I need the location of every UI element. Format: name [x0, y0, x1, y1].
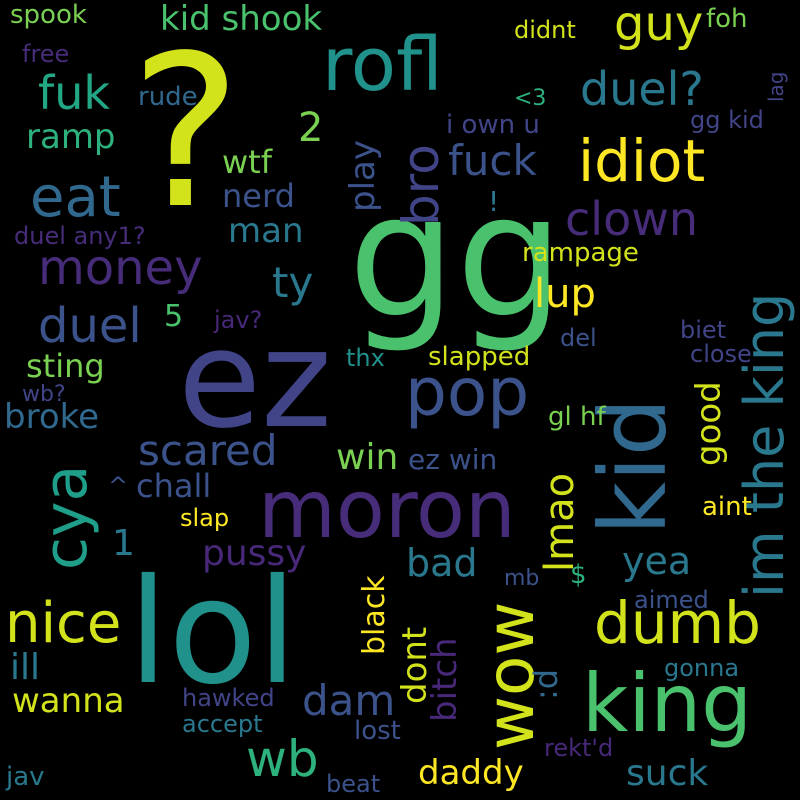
word-i-own-u: i own u — [446, 110, 540, 140]
word-wb: wb — [246, 730, 319, 788]
word-suck: suck — [626, 753, 709, 794]
word-fuck: fuck — [448, 136, 537, 185]
word-rampage: rampage — [522, 238, 639, 268]
word-pop: pop — [405, 354, 530, 431]
word-caret: ^ — [108, 472, 129, 500]
word-clown: clown — [565, 192, 698, 246]
word-daddy: daddy — [418, 753, 524, 793]
word-question-mark: ? — [130, 10, 242, 255]
word-spook: spook — [10, 0, 87, 30]
word-fuk: fuk — [38, 66, 110, 120]
word-chall: chall — [136, 467, 212, 505]
word-lol: lol — [128, 548, 298, 717]
word-free: free — [22, 40, 70, 68]
word-duel-q: duel? — [580, 62, 704, 116]
word-good: good — [689, 381, 729, 466]
word-biet: biet — [680, 316, 727, 344]
word-beat: beat — [326, 770, 381, 798]
word-im-the-king: im the king — [733, 292, 796, 598]
word-kid-shook: kid shook — [160, 0, 323, 39]
word-king: king — [582, 657, 753, 750]
word-gg: gg — [348, 158, 564, 356]
word-nice: nice — [5, 591, 122, 656]
word-dumb: dumb — [594, 589, 761, 657]
word-ez-win: ez win — [408, 443, 498, 476]
word-thx: thx — [346, 344, 385, 372]
word-bitch: bitch — [425, 637, 465, 722]
word-gl-hf: gl hf — [548, 402, 606, 432]
word-sting: sting — [26, 347, 105, 385]
word-ez: ez — [178, 301, 332, 458]
word-win: win — [336, 437, 399, 478]
word-slap: slap — [180, 504, 230, 532]
word-wanna: wanna — [12, 681, 125, 721]
word-idiot: idiot — [578, 127, 706, 195]
word-moron: moron — [258, 463, 516, 556]
word-aimed: aimed — [634, 586, 709, 614]
word-jav-q: jav? — [214, 306, 263, 334]
word-ty: ty — [272, 258, 314, 307]
word-guy: guy — [614, 0, 704, 52]
word-money: money — [38, 240, 203, 296]
word-hawked: hawked — [182, 684, 275, 712]
word-slapped: slapped — [428, 342, 531, 372]
word-wb-q: wb? — [22, 382, 66, 407]
word-ill: ill — [10, 647, 41, 688]
word-accept: accept — [182, 710, 263, 738]
word-play: play — [343, 140, 383, 212]
word-two: 2 — [298, 105, 324, 151]
word-bro: bro — [392, 144, 450, 226]
word-lup: lup — [534, 271, 596, 317]
word-scared: scared — [138, 426, 278, 475]
word-lost: lost — [354, 716, 401, 746]
word-gonna: gonna — [664, 654, 740, 682]
word-five: 5 — [164, 299, 184, 334]
word-eat: eat — [30, 165, 121, 230]
word-lag: lag — [764, 71, 788, 102]
word-jav: jav — [6, 762, 45, 792]
word-black: black — [357, 575, 392, 655]
word-aint: aint — [702, 492, 752, 522]
word-lt3: <3 — [514, 86, 547, 111]
word-rude: rude — [138, 82, 198, 112]
word-nerd: nerd — [222, 177, 295, 215]
word-one: 1 — [112, 523, 135, 564]
word-close: close — [690, 340, 752, 368]
word-cya: cya — [31, 464, 101, 570]
word-yea: yea — [622, 539, 692, 583]
word-dam: dam — [302, 676, 396, 725]
word-pussy: pussy — [202, 533, 307, 574]
word-duel: duel — [38, 298, 142, 354]
word-ramp: ramp — [26, 117, 116, 157]
word-lmao: lmao — [537, 472, 583, 572]
word-broke: broke — [4, 397, 100, 437]
word-mb: mb — [504, 566, 540, 591]
word-foh: foh — [706, 4, 748, 34]
word-didnt: didnt — [514, 16, 576, 44]
word-colon-d: :d — [527, 668, 565, 700]
word-wtf: wtf — [222, 143, 272, 181]
word-duel-any1: duel any1? — [14, 222, 146, 250]
word-rekt-d: rekt'd — [544, 734, 614, 762]
word-rofl: rofl — [322, 22, 443, 108]
word-bad: bad — [406, 541, 478, 585]
word-del: del — [560, 324, 597, 352]
word-gg-kid: gg kid — [690, 106, 764, 134]
word-dollar: $ — [570, 560, 587, 590]
word-man: man — [228, 211, 304, 251]
word-exclam: ! — [488, 185, 500, 218]
